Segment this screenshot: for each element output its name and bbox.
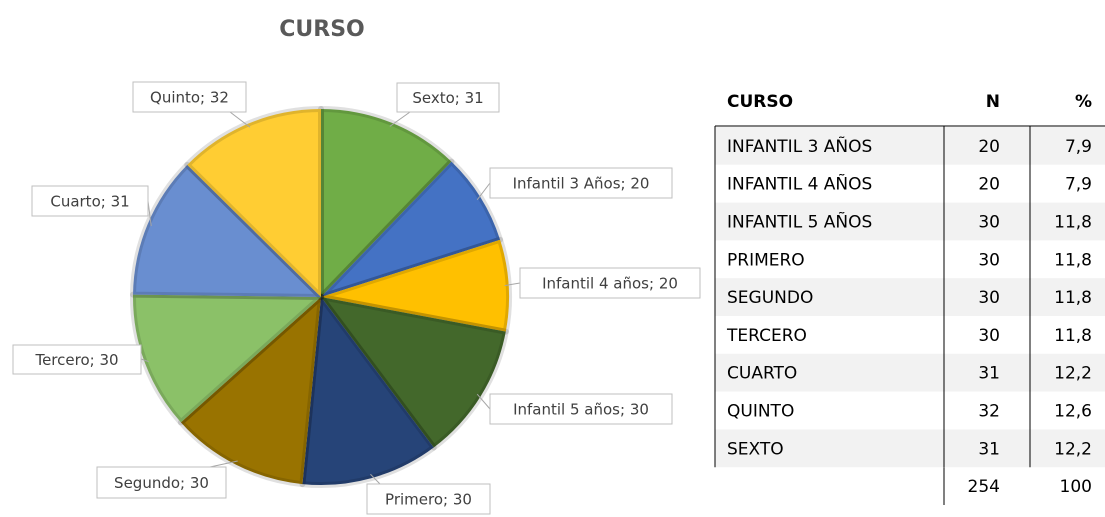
table-cell: 30	[978, 250, 1000, 270]
table-cell: 20	[978, 137, 1000, 157]
table-cell: QUINTO	[727, 402, 794, 422]
table-total: 254	[968, 477, 1000, 497]
pie-slice	[318, 294, 509, 451]
data-label: Tercero; 30	[34, 351, 118, 369]
chart-title: CURSO	[279, 17, 365, 42]
label-box	[366, 483, 491, 515]
table-cell: 12,6	[1054, 402, 1092, 422]
table-cell: PRIMERO	[727, 250, 805, 270]
table-cell: 32	[978, 402, 1000, 422]
data-label: Quinto; 32	[150, 89, 229, 107]
leader-line	[389, 111, 411, 127]
table-cell: 30	[978, 213, 1000, 233]
table-cell: 30	[978, 326, 1000, 346]
table-row-bg	[715, 391, 1105, 430]
table-row-bg	[715, 164, 1105, 203]
table-cell: SEXTO	[727, 439, 784, 459]
table-cell: 30	[978, 288, 1000, 308]
table-cell: 12,2	[1054, 364, 1092, 384]
data-label: Segundo; 30	[114, 474, 209, 492]
table-cell: 20	[978, 175, 1000, 195]
leader-line	[370, 473, 381, 485]
leader-line	[147, 200, 152, 227]
table-header: N	[986, 92, 1000, 112]
table-cell: CUARTO	[727, 364, 797, 384]
pie-slice	[177, 294, 324, 488]
table-cell: INFANTIL 5 AÑOS	[727, 211, 872, 233]
leader-line	[476, 393, 491, 410]
data-label: Infantil 4 años; 20	[542, 275, 678, 293]
table-total: 100	[1060, 477, 1092, 497]
table-row-bg	[715, 353, 1105, 392]
table-cell: 11,8	[1054, 250, 1092, 270]
label-box	[396, 82, 500, 113]
label-box	[132, 81, 247, 113]
leader-line	[476, 182, 491, 201]
leader-line	[504, 282, 521, 287]
table-row-bg	[715, 316, 1105, 354]
table-cell: SEGUNDO	[727, 288, 813, 308]
table-header: %	[1075, 92, 1092, 112]
data-label: Cuarto; 31	[50, 193, 129, 211]
label-box	[12, 344, 142, 375]
leader-line	[229, 111, 251, 128]
table-row-bg	[715, 240, 1105, 279]
table-row-bg	[715, 127, 1105, 165]
pie-slice	[130, 291, 324, 426]
label-box	[96, 466, 227, 499]
table-row-bg	[715, 202, 1105, 241]
table-cell: 11,8	[1054, 288, 1092, 308]
table-cell: 11,8	[1054, 326, 1092, 346]
table-row-bg	[715, 429, 1105, 468]
table-cell: 7,9	[1065, 175, 1092, 195]
leader-line	[209, 460, 238, 468]
table-cell: 31	[978, 364, 1000, 384]
table-cell: TERCERO	[726, 326, 807, 346]
table-cell: INFANTIL 4 AÑOS	[727, 173, 872, 195]
table-header: CURSO	[727, 92, 793, 112]
label-box	[519, 267, 701, 299]
table-row-bg	[715, 278, 1105, 316]
table-cell: 7,9	[1065, 137, 1092, 157]
table-cell: 12,2	[1054, 439, 1092, 459]
label-box	[489, 167, 673, 199]
data-label: Sexto; 31	[412, 89, 483, 107]
table-cell: 31	[978, 439, 1000, 459]
data-label: Infantil 3 Años; 20	[513, 175, 650, 193]
pie-slice	[318, 158, 504, 300]
pie-slice	[299, 294, 437, 488]
pie-slice	[184, 106, 324, 300]
table-cell: 11,8	[1054, 213, 1092, 233]
label-box	[31, 185, 149, 217]
pie-slice	[318, 106, 455, 300]
label-box	[489, 393, 673, 425]
pie-slice	[130, 161, 324, 300]
data-label: Infantil 5 años; 30	[513, 401, 649, 419]
leader-line	[140, 358, 149, 363]
data-label: Primero; 30	[385, 491, 472, 509]
table-cell: INFANTIL 3 AÑOS	[727, 135, 872, 157]
